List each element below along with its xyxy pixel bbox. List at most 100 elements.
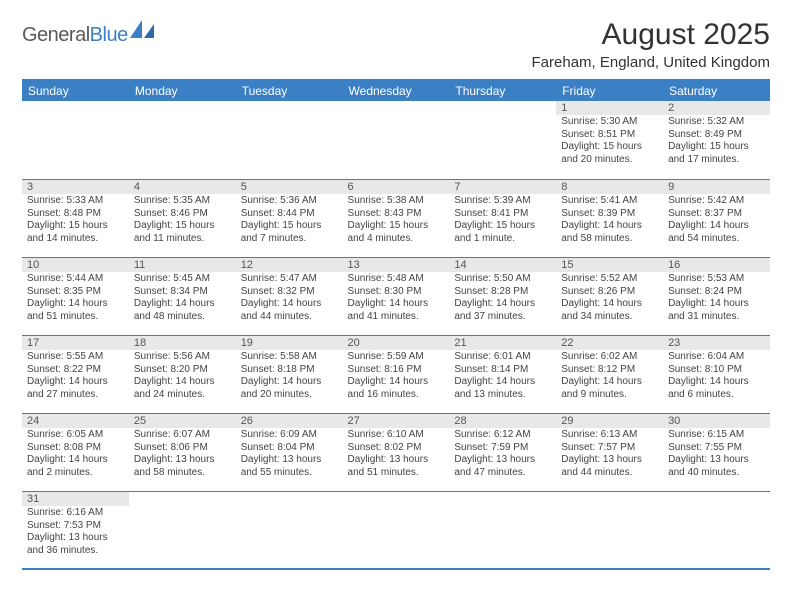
calendar-row: 1Sunrise: 5:30 AMSunset: 8:51 PMDaylight… bbox=[22, 101, 770, 179]
calendar-cell: 27Sunrise: 6:10 AMSunset: 8:02 PMDayligh… bbox=[343, 413, 450, 491]
sunrise-text: Sunrise: 6:10 AM bbox=[348, 429, 445, 442]
day2-text: and 36 minutes. bbox=[27, 545, 124, 558]
sunset-text: Sunset: 7:55 PM bbox=[668, 442, 765, 455]
empty-day bbox=[343, 491, 450, 506]
calendar-cell: 24Sunrise: 6:05 AMSunset: 8:08 PMDayligh… bbox=[22, 413, 129, 491]
calendar-cell: 26Sunrise: 6:09 AMSunset: 8:04 PMDayligh… bbox=[236, 413, 343, 491]
day-details: Sunrise: 5:47 AMSunset: 8:32 PMDaylight:… bbox=[236, 272, 343, 325]
day-number: 20 bbox=[343, 335, 450, 350]
calendar-cell bbox=[236, 101, 343, 179]
day-number: 25 bbox=[129, 413, 236, 428]
day1-text: Daylight: 14 hours bbox=[241, 298, 338, 311]
sunset-text: Sunset: 7:57 PM bbox=[561, 442, 658, 455]
day-details: Sunrise: 5:55 AMSunset: 8:22 PMDaylight:… bbox=[22, 350, 129, 403]
day-number: 16 bbox=[663, 257, 770, 272]
day2-text: and 41 minutes. bbox=[348, 311, 445, 324]
sunset-text: Sunset: 8:24 PM bbox=[668, 286, 765, 299]
sunset-text: Sunset: 8:10 PM bbox=[668, 364, 765, 377]
day-number: 4 bbox=[129, 179, 236, 194]
calendar-cell bbox=[236, 491, 343, 569]
day-number: 15 bbox=[556, 257, 663, 272]
day1-text: Daylight: 15 hours bbox=[27, 220, 124, 233]
day-details: Sunrise: 5:56 AMSunset: 8:20 PMDaylight:… bbox=[129, 350, 236, 403]
day-details: Sunrise: 5:42 AMSunset: 8:37 PMDaylight:… bbox=[663, 194, 770, 247]
day1-text: Daylight: 14 hours bbox=[561, 376, 658, 389]
sunrise-text: Sunrise: 5:42 AM bbox=[668, 195, 765, 208]
sunrise-text: Sunrise: 6:01 AM bbox=[454, 351, 551, 364]
day-details: Sunrise: 6:01 AMSunset: 8:14 PMDaylight:… bbox=[449, 350, 556, 403]
sunrise-text: Sunrise: 6:07 AM bbox=[134, 429, 231, 442]
day1-text: Daylight: 14 hours bbox=[454, 298, 551, 311]
calendar-cell bbox=[449, 491, 556, 569]
day-number: 28 bbox=[449, 413, 556, 428]
sunrise-text: Sunrise: 5:33 AM bbox=[27, 195, 124, 208]
header: GeneralBlue August 2025 Fareham, England… bbox=[22, 18, 770, 71]
sunset-text: Sunset: 8:30 PM bbox=[348, 286, 445, 299]
empty-day bbox=[236, 491, 343, 506]
empty-day bbox=[129, 101, 236, 116]
day-details: Sunrise: 5:39 AMSunset: 8:41 PMDaylight:… bbox=[449, 194, 556, 247]
day-number: 22 bbox=[556, 335, 663, 350]
day-number: 14 bbox=[449, 257, 556, 272]
day1-text: Daylight: 14 hours bbox=[561, 220, 658, 233]
sunset-text: Sunset: 8:12 PM bbox=[561, 364, 658, 377]
sunrise-text: Sunrise: 5:32 AM bbox=[668, 116, 765, 129]
calendar-cell: 18Sunrise: 5:56 AMSunset: 8:20 PMDayligh… bbox=[129, 335, 236, 413]
calendar-cell: 6Sunrise: 5:38 AMSunset: 8:43 PMDaylight… bbox=[343, 179, 450, 257]
sunset-text: Sunset: 8:08 PM bbox=[27, 442, 124, 455]
day-number: 18 bbox=[129, 335, 236, 350]
day1-text: Daylight: 14 hours bbox=[454, 376, 551, 389]
calendar-cell bbox=[343, 101, 450, 179]
day2-text: and 40 minutes. bbox=[668, 467, 765, 480]
empty-day bbox=[236, 101, 343, 116]
calendar-cell: 12Sunrise: 5:47 AMSunset: 8:32 PMDayligh… bbox=[236, 257, 343, 335]
calendar-cell: 8Sunrise: 5:41 AMSunset: 8:39 PMDaylight… bbox=[556, 179, 663, 257]
sunset-text: Sunset: 8:02 PM bbox=[348, 442, 445, 455]
day-details: Sunrise: 6:09 AMSunset: 8:04 PMDaylight:… bbox=[236, 428, 343, 481]
day1-text: Daylight: 15 hours bbox=[134, 220, 231, 233]
day-number: 12 bbox=[236, 257, 343, 272]
calendar-cell: 13Sunrise: 5:48 AMSunset: 8:30 PMDayligh… bbox=[343, 257, 450, 335]
calendar-cell bbox=[129, 491, 236, 569]
sunrise-text: Sunrise: 5:35 AM bbox=[134, 195, 231, 208]
day-number: 5 bbox=[236, 179, 343, 194]
day-header: Wednesday bbox=[343, 80, 450, 101]
sunset-text: Sunset: 8:26 PM bbox=[561, 286, 658, 299]
sunrise-text: Sunrise: 6:05 AM bbox=[27, 429, 124, 442]
sunset-text: Sunset: 8:28 PM bbox=[454, 286, 551, 299]
calendar-cell: 22Sunrise: 6:02 AMSunset: 8:12 PMDayligh… bbox=[556, 335, 663, 413]
calendar-row: 10Sunrise: 5:44 AMSunset: 8:35 PMDayligh… bbox=[22, 257, 770, 335]
sunrise-text: Sunrise: 6:13 AM bbox=[561, 429, 658, 442]
sunset-text: Sunset: 8:14 PM bbox=[454, 364, 551, 377]
sunset-text: Sunset: 8:32 PM bbox=[241, 286, 338, 299]
sunset-text: Sunset: 8:20 PM bbox=[134, 364, 231, 377]
calendar-cell: 16Sunrise: 5:53 AMSunset: 8:24 PMDayligh… bbox=[663, 257, 770, 335]
day-details: Sunrise: 6:10 AMSunset: 8:02 PMDaylight:… bbox=[343, 428, 450, 481]
day2-text: and 51 minutes. bbox=[27, 311, 124, 324]
day1-text: Daylight: 14 hours bbox=[27, 298, 124, 311]
day-number: 26 bbox=[236, 413, 343, 428]
calendar-cell: 15Sunrise: 5:52 AMSunset: 8:26 PMDayligh… bbox=[556, 257, 663, 335]
day-details: Sunrise: 5:30 AMSunset: 8:51 PMDaylight:… bbox=[556, 115, 663, 168]
sunset-text: Sunset: 8:06 PM bbox=[134, 442, 231, 455]
day-details: Sunrise: 6:16 AMSunset: 7:53 PMDaylight:… bbox=[22, 506, 129, 559]
day2-text: and 4 minutes. bbox=[348, 233, 445, 246]
day2-text: and 20 minutes. bbox=[561, 154, 658, 167]
sunset-text: Sunset: 8:44 PM bbox=[241, 208, 338, 221]
sunrise-text: Sunrise: 6:02 AM bbox=[561, 351, 658, 364]
empty-day bbox=[663, 491, 770, 506]
day2-text: and 55 minutes. bbox=[241, 467, 338, 480]
calendar-cell: 4Sunrise: 5:35 AMSunset: 8:46 PMDaylight… bbox=[129, 179, 236, 257]
day-number: 29 bbox=[556, 413, 663, 428]
empty-day bbox=[22, 101, 129, 116]
day2-text: and 24 minutes. bbox=[134, 389, 231, 402]
day-header: Thursday bbox=[449, 80, 556, 101]
day-details: Sunrise: 5:52 AMSunset: 8:26 PMDaylight:… bbox=[556, 272, 663, 325]
day2-text: and 48 minutes. bbox=[134, 311, 231, 324]
sunrise-text: Sunrise: 6:04 AM bbox=[668, 351, 765, 364]
day1-text: Daylight: 14 hours bbox=[668, 376, 765, 389]
day1-text: Daylight: 14 hours bbox=[134, 298, 231, 311]
sunrise-text: Sunrise: 5:50 AM bbox=[454, 273, 551, 286]
sunrise-text: Sunrise: 5:38 AM bbox=[348, 195, 445, 208]
day2-text: and 34 minutes. bbox=[561, 311, 658, 324]
